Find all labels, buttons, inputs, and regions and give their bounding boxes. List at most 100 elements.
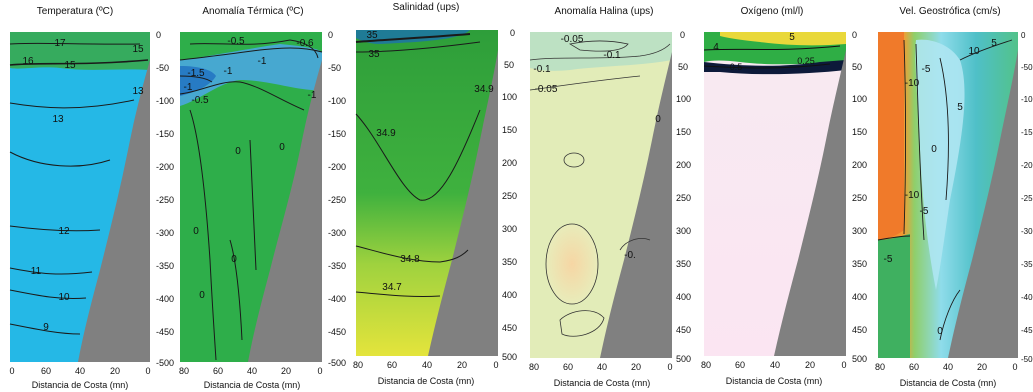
contour-label: -0.05 <box>535 84 558 95</box>
y-tick-label: -250 <box>156 195 174 205</box>
panel-oxigeno: Oxígeno (ml/l) 5 4 0.5 0.25 80 60 40 20 … <box>701 6 867 386</box>
contour-label: 10 <box>58 292 70 303</box>
y-tick-label: -400 <box>1021 293 1033 302</box>
x-tick-label: 20 <box>457 360 467 370</box>
contour-label: 0 <box>937 326 943 337</box>
y-tick-label: 50 <box>852 62 862 72</box>
y-tick-label: -200 <box>156 162 174 172</box>
y-tick-label: -400 <box>328 294 346 304</box>
land-mask <box>428 30 498 356</box>
x-ticks: 80 60 40 20 0 <box>701 360 847 370</box>
contour-label: -1 <box>184 82 193 93</box>
y-tick-label: -350 <box>1021 260 1033 269</box>
y-tick-label: -500 <box>156 358 174 368</box>
contour-lines <box>9 42 149 335</box>
contour-label: 35 <box>366 30 378 41</box>
contour-label: -10 <box>905 190 920 201</box>
land-mask <box>248 32 322 362</box>
panel-title: Salinidad (ups) <box>393 2 460 13</box>
x-ticks: 0 60 40 20 0 <box>9 366 150 376</box>
y-tick-label: -150 <box>1021 128 1033 137</box>
contour-label: -1 <box>308 90 317 101</box>
x-tick-label: 80 <box>353 360 363 370</box>
y-tick-label: 350 <box>852 259 867 269</box>
y-tick-label: 0 <box>510 28 515 38</box>
y-tick-label: 0 <box>328 30 333 40</box>
x-axis-label: Distancia de Costa (mn) <box>32 380 129 390</box>
y-tick-label: -450 <box>1021 326 1033 335</box>
contour-label: 34.7 <box>382 282 402 293</box>
contour-label: -5 <box>884 254 893 265</box>
x-tick-label: 60 <box>735 360 745 370</box>
y-ticks: 0 -50 -100 -150 -200 -250 -300 -350 -400… <box>156 30 174 368</box>
contour-label: 9 <box>43 322 49 333</box>
contour-label: 0.5 <box>730 62 743 72</box>
y-tick-label: -450 <box>328 327 346 337</box>
contour-lines <box>703 45 841 69</box>
x-tick-label: 40 <box>597 362 607 372</box>
contour-label: 0 <box>655 114 661 125</box>
panel-anomalia-halina: Anomalía Halina (ups) -0.05 -0.1 -0.1 -0… <box>529 6 691 388</box>
x-ticks: 80 60 40 20 0 <box>179 366 323 376</box>
y-tick-label: 400 <box>502 290 517 300</box>
x-tick-label: 20 <box>631 362 641 372</box>
deep-green-flow <box>878 234 910 358</box>
contour-label: -5 <box>920 206 929 217</box>
cold-anomaly-region <box>180 44 322 106</box>
y-tick-label: -50 <box>328 63 341 73</box>
y-ticks: 0 -50 -100 -150 -200 -250 -300 -350 -400… <box>1021 31 1033 364</box>
x-tick-label: 80 <box>179 366 189 376</box>
x-tick-label: 60 <box>41 366 51 376</box>
y-tick-label: 450 <box>502 323 517 333</box>
y-tick-label: -300 <box>156 228 174 238</box>
contour-label: -1 <box>258 56 267 67</box>
contour-lines <box>179 39 323 361</box>
cold-anomaly-core <box>180 66 216 96</box>
x-tick-label: 40 <box>247 366 257 376</box>
x-tick-label: 20 <box>110 366 120 376</box>
x-tick-label: 80 <box>529 362 539 372</box>
y-tick-label: 100 <box>502 92 517 102</box>
contour-label: -0.05 <box>561 34 584 45</box>
y-ticks: 0 50 100 150 200 250 300 350 400 450 500 <box>676 30 691 364</box>
contour-label: 17 <box>54 38 66 49</box>
x-tick-label: 40 <box>770 360 780 370</box>
panel-salinidad: Salinidad (ups) 35 35 34.9 34.9 34.8 34.… <box>353 2 517 386</box>
y-tick-label: 200 <box>502 158 517 168</box>
contour-lines <box>355 33 481 298</box>
x-tick-label: 20 <box>805 360 815 370</box>
y-tick-label: 200 <box>852 160 867 170</box>
panel-vel-geostrofica: Vel. Geostrófica (cm/s) 10 5 -5 -10 5 -1… <box>875 6 1033 388</box>
y-tick-label: 0 <box>852 30 857 40</box>
y-tick-label: 200 <box>676 160 691 170</box>
contour-label: 34.9 <box>474 84 494 95</box>
land-mask <box>948 32 1018 358</box>
surface-high-oxygen <box>720 32 846 46</box>
contour-label: 5 <box>991 38 997 49</box>
y-tick-label: -50 <box>156 63 169 73</box>
x-tick-label: 20 <box>977 362 987 372</box>
y-tick-label: 150 <box>502 125 517 135</box>
x-tick-label: 60 <box>909 362 919 372</box>
x-tick-label: 0 <box>1012 362 1017 372</box>
y-tick-label: -250 <box>1021 194 1033 203</box>
y-tick-label: -500 <box>328 358 346 368</box>
contour-label: -1 <box>224 66 233 77</box>
contour-label: -0.6 <box>296 38 314 49</box>
y-tick-label: -400 <box>156 294 174 304</box>
warm-surface-band <box>10 32 150 70</box>
y-tick-label: -150 <box>328 129 346 139</box>
y-tick-label: -500 <box>1021 355 1033 364</box>
x-tick-label: 40 <box>75 366 85 376</box>
x-ticks: 80 60 40 20 0 <box>353 360 499 370</box>
contour-label: 34.8 <box>400 254 420 265</box>
contour-lines <box>877 39 1013 341</box>
y-tick-label: 0 <box>1021 31 1026 40</box>
southward-flow-core <box>878 32 904 240</box>
contour-label: -0.1 <box>603 50 621 61</box>
y-tick-label: 300 <box>502 224 517 234</box>
x-tick-label: 60 <box>387 360 397 370</box>
contour-label: 0 <box>279 142 285 153</box>
northward-flow-core <box>915 39 965 291</box>
y-tick-label: -200 <box>328 162 346 172</box>
